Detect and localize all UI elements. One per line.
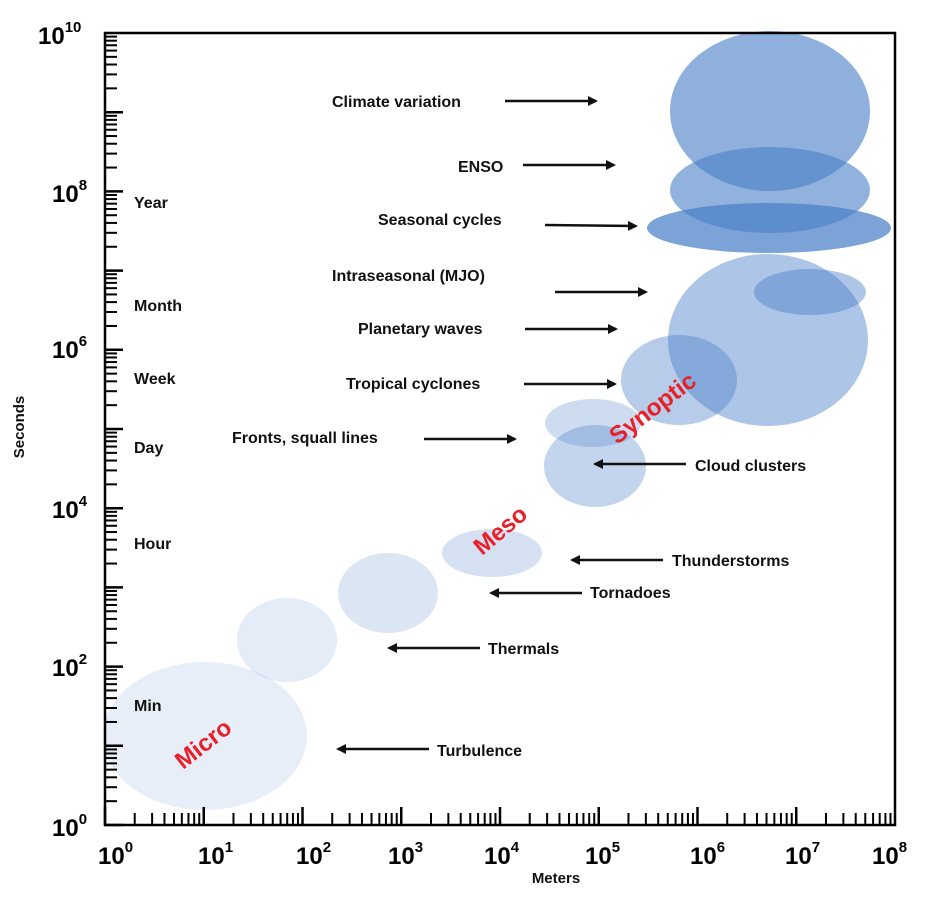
label-intraseasonal: Intraseasonal (MJO) <box>332 268 485 285</box>
x-tick-label: 103 <box>388 839 423 870</box>
y-axis-title: Seconds <box>11 396 28 459</box>
region-climate-variation <box>670 31 870 191</box>
y-tick-label: 102 <box>52 651 87 682</box>
region-intraseasonal <box>754 269 866 315</box>
label-fronts: Fronts, squall lines <box>232 430 378 447</box>
time-label-hour: Hour <box>134 536 171 553</box>
y-tick-label: 100 <box>52 811 87 842</box>
x-axis-title: Meters <box>532 870 580 887</box>
label-planetary-waves: Planetary waves <box>358 321 483 338</box>
label-cloud-clusters: Cloud clusters <box>695 458 806 475</box>
region-thermals <box>237 598 337 682</box>
x-tick-label: 106 <box>690 839 725 870</box>
y-tick-label: 108 <box>52 177 87 208</box>
region-tropical-cyclones <box>621 335 737 425</box>
scale-regions <box>103 31 891 810</box>
label-turbulence: Turbulence <box>437 743 522 760</box>
region-fronts <box>545 399 641 447</box>
arrow-seasonal-cycles <box>544 220 638 231</box>
time-label-day: Day <box>134 440 163 457</box>
y-tick-label: 1010 <box>38 19 81 50</box>
region-thunderstorms <box>442 529 542 577</box>
region-turbulence <box>103 662 307 810</box>
y-tick-labels: 100 102 104 106 108 1010 <box>38 19 88 842</box>
y-tick-label: 106 <box>52 333 87 364</box>
label-tornadoes: Tornadoes <box>590 585 671 602</box>
label-tropical-cyclones: Tropical cyclones <box>346 376 480 393</box>
x-tick-label: 100 <box>98 839 133 870</box>
label-enso: ENSO <box>458 159 503 176</box>
time-label-min: Min <box>134 698 162 715</box>
region-tornadoes <box>338 553 438 633</box>
x-tick-label: 104 <box>484 839 520 870</box>
label-thunderstorms: Thunderstorms <box>672 553 789 570</box>
label-thermals: Thermals <box>488 641 559 658</box>
time-label-year: Year <box>134 195 168 212</box>
x-tick-label: 105 <box>585 839 620 870</box>
phenomena: Climate variation ENSO Seasonal cycles I… <box>232 94 806 760</box>
time-label-week: Week <box>134 371 176 388</box>
label-climate-variation: Climate variation <box>332 94 461 111</box>
time-labels: Year Month Week Day Hour Min <box>134 195 182 715</box>
x-minor-ticks <box>103 807 892 825</box>
y-tick-label: 104 <box>52 493 88 524</box>
x-tick-label: 102 <box>296 839 331 870</box>
x-tick-label: 107 <box>785 839 820 870</box>
x-tick-label: 108 <box>872 839 907 870</box>
time-label-month: Month <box>134 298 182 315</box>
region-planetary-waves <box>668 254 868 426</box>
label-seasonal-cycles: Seasonal cycles <box>378 212 502 229</box>
x-tick-labels: 100 101 102 103 104 105 106 107 108 <box>98 839 907 870</box>
x-tick-label: 101 <box>198 839 233 870</box>
y-minor-ticks <box>105 35 123 827</box>
